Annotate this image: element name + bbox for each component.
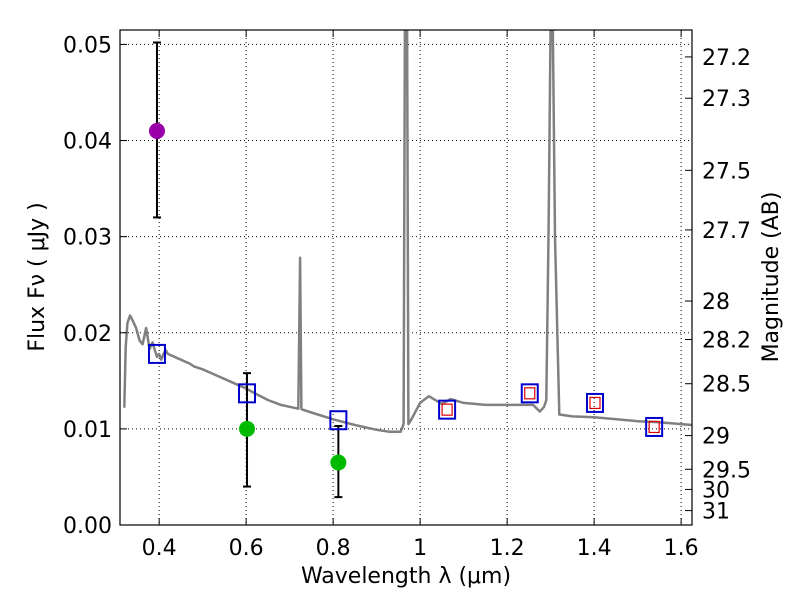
observed-marker	[441, 403, 453, 416]
y-tick-label: 0.01	[63, 418, 112, 443]
y2-tick-label: 29	[702, 425, 730, 450]
x-tick-label: 0.8	[316, 536, 351, 561]
plot-frame	[119, 29, 693, 526]
model-band-marker	[645, 416, 664, 437]
y2-tick-label: 27.7	[702, 219, 751, 244]
x-tick-label: 1.2	[490, 536, 525, 561]
detection-point	[330, 454, 347, 471]
y2-tick-label: 27.3	[702, 87, 751, 112]
y-tick-label: 0.02	[63, 322, 112, 347]
y2-tick-label: 27.2	[702, 46, 751, 71]
observed-marker	[589, 396, 601, 410]
y2-tick-label: 28	[702, 290, 730, 315]
model-band-marker	[329, 410, 348, 431]
y2-tick-label: 31	[702, 500, 730, 525]
y2-tick-label: 28.2	[702, 328, 751, 353]
x-tick-label: 0.6	[229, 536, 264, 561]
model-band-marker	[438, 399, 457, 420]
observed-marker	[524, 387, 536, 400]
y2-tick-label: 28.5	[702, 373, 751, 398]
y-axis-ticks: 0.00 0.01 0.02 0.03 0.04 0.05	[63, 33, 127, 539]
detection-point	[148, 122, 165, 139]
x-tick-label: 1.6	[664, 536, 699, 561]
x-axis-label: Wavelength λ (μm)	[301, 564, 511, 589]
model-band-marker	[520, 383, 539, 404]
y-tick-label: 0.04	[63, 130, 112, 155]
plot-area	[123, 30, 692, 499]
y2-tick-label: 27.5	[702, 159, 751, 184]
detection-point	[239, 420, 256, 437]
y-tick-label: 0.00	[63, 514, 112, 539]
y2-tick-label: 30	[702, 478, 730, 503]
model-band-marker	[147, 343, 166, 364]
y2-axis-label: Magnitude (AB)	[759, 192, 784, 363]
model-band-marker	[585, 392, 604, 413]
y2-tick-label: 29.5	[702, 458, 751, 483]
plot-background	[120, 30, 692, 525]
x-tick-label: 0.4	[142, 536, 177, 561]
model-band-marker	[238, 383, 257, 404]
y-tick-label: 0.03	[63, 226, 112, 251]
x-tick-label: 1	[413, 536, 427, 561]
sed-model-line	[123, 30, 692, 434]
y-tick-label: 0.05	[63, 33, 112, 58]
y-axis-label: Flux Fν ( μJy )	[25, 202, 50, 351]
x-axis-ticks: 0.4 0.6 0.8 1 1.2 1.4 1.6	[142, 30, 699, 561]
observed-marker	[648, 420, 660, 434]
markers	[147, 122, 664, 471]
x-tick-label: 1.4	[577, 536, 612, 561]
